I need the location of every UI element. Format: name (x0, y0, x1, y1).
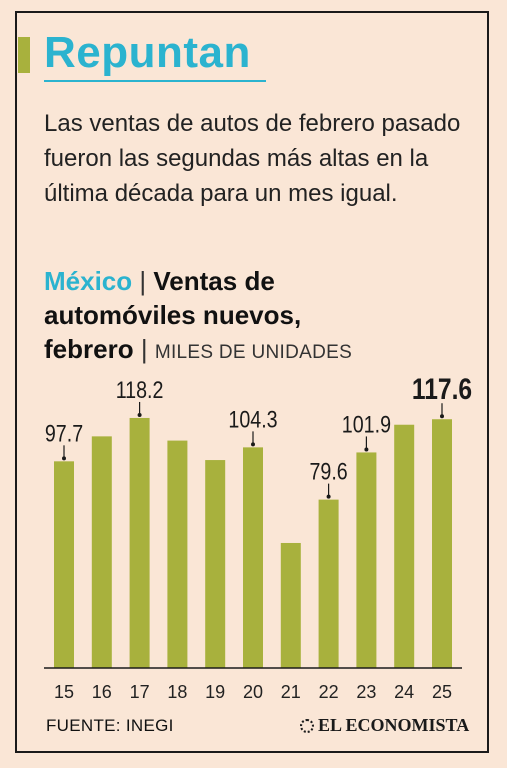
data-label: 101.9 (342, 411, 391, 438)
chart-units: MILES DE UNIDADES (154, 342, 353, 363)
bar-22 (318, 499, 339, 668)
data-label: 97.7 (45, 419, 83, 446)
x-tick-label: 20 (243, 682, 263, 702)
x-tick-label: 22 (319, 682, 339, 702)
x-tick-label: 25 (432, 682, 452, 702)
bar-15 (54, 461, 74, 668)
data-label-marker (326, 494, 331, 499)
bar-19 (205, 460, 226, 668)
x-tick-label: 21 (281, 682, 301, 702)
chart-country: México (44, 266, 133, 296)
source-note: FUENTE: INEGI (46, 716, 174, 735)
chart-units-separator: | (140, 334, 148, 364)
data-label-marker (251, 442, 255, 447)
bar-24 (394, 424, 415, 668)
bar-18 (167, 440, 188, 668)
bar-16 (91, 436, 112, 668)
bar-17 (129, 417, 150, 668)
chart-title-line2: automóviles nuevos, (44, 300, 302, 330)
bar-20 (243, 447, 263, 668)
chart-title-line1: Ventas de (153, 266, 275, 296)
x-tick-label: 16 (92, 682, 112, 702)
data-label: 79.6 (309, 458, 347, 485)
headline: Repuntan (44, 28, 251, 77)
bar-23 (356, 452, 377, 668)
brand-name: EL ECONOMISTA (318, 715, 470, 735)
data-label-marker (440, 414, 444, 419)
headline-underline (44, 80, 266, 82)
subheadline: Las ventas de autos de febrero pasado fu… (44, 110, 461, 207)
x-tick-label: 17 (130, 682, 150, 702)
data-label-marker (137, 412, 142, 417)
x-tick-label: 15 (54, 682, 74, 702)
chart-heading: México | Ventas de automóviles nuevos, f… (44, 264, 464, 370)
data-label: 118.2 (116, 376, 164, 403)
data-label-marker (364, 447, 369, 452)
x-tick-label: 19 (205, 682, 225, 702)
brand-logo: EL ECONOMISTA (300, 715, 469, 736)
chart-title-line3: febrero (44, 334, 134, 364)
infographic-frame (15, 11, 489, 753)
x-tick-label: 24 (394, 682, 414, 702)
x-tick-label: 18 (167, 682, 187, 702)
brand-mark-icon (300, 718, 314, 733)
x-tick-label: 23 (356, 682, 376, 702)
data-label: 104.3 (228, 405, 277, 432)
chart-heading-separator: | (139, 266, 147, 296)
data-label-marker (62, 456, 66, 461)
bar-25 (432, 419, 452, 668)
bar-21 (280, 542, 301, 668)
data-label: 117.6 (412, 372, 472, 406)
title-accent-bar (18, 37, 30, 73)
